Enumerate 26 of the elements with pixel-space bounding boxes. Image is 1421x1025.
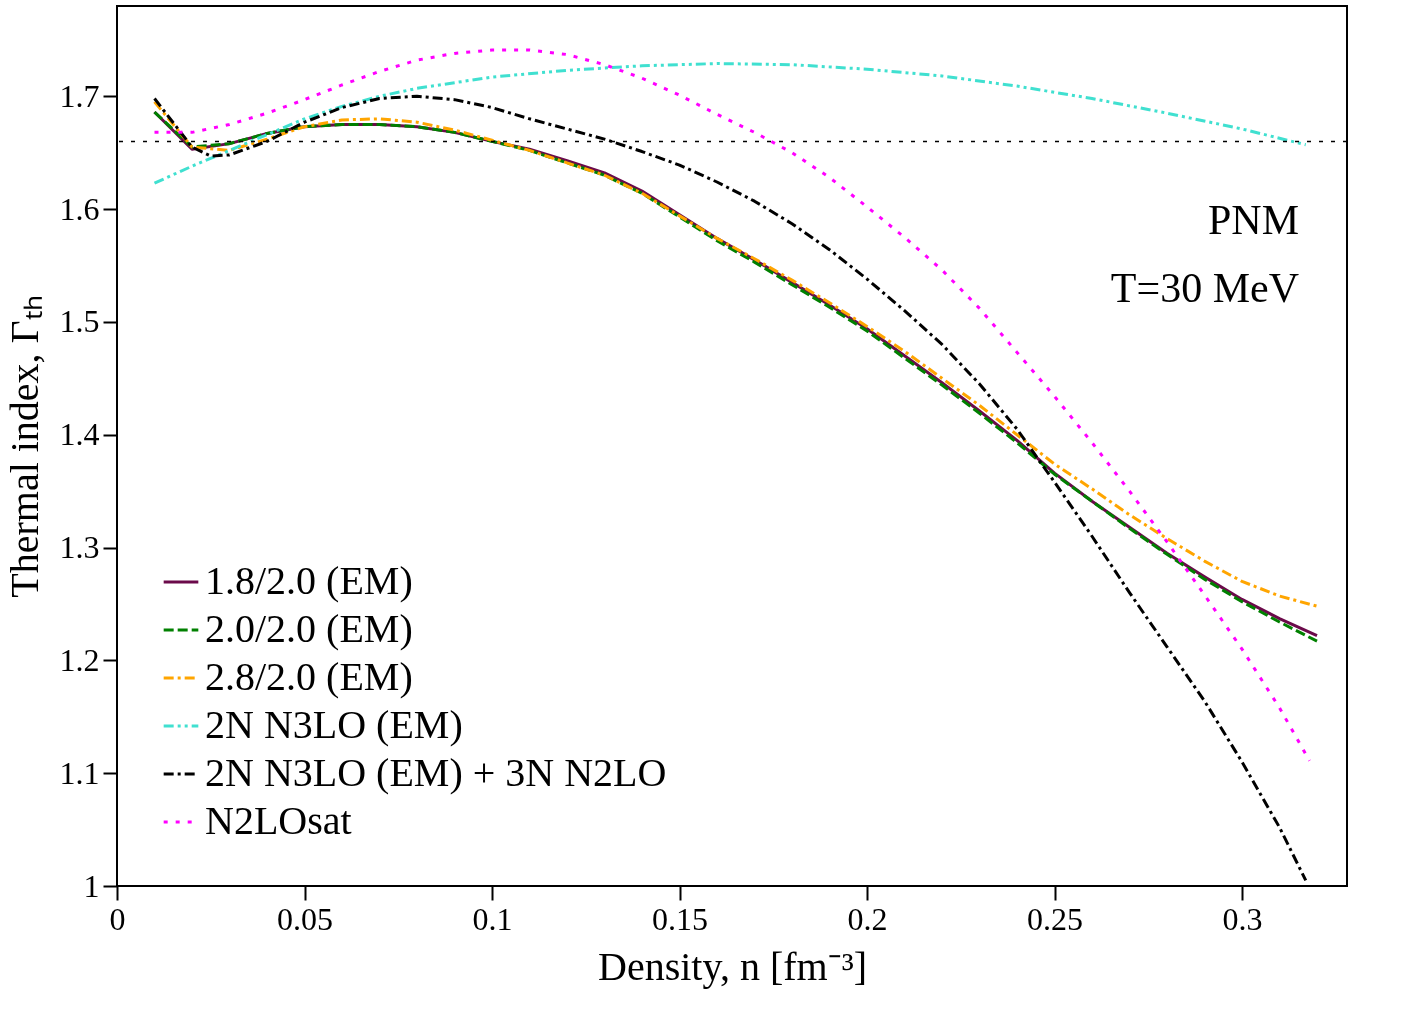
legend-label: 2N N3LO (EM) + 3N N2LO: [205, 750, 667, 795]
y-tick-label: 1.3: [59, 529, 100, 566]
x-tick-label: 0.25: [1027, 900, 1083, 937]
y-tick-label: 1: [83, 867, 100, 904]
y-tick-label: 1.7: [59, 77, 100, 114]
x-tick-label: 0: [109, 900, 126, 937]
x-tick-label: 0.05: [277, 900, 333, 937]
x-axis-title: Density, n [fm⁻³]: [598, 943, 867, 989]
annotation: T=30 MeV: [1110, 265, 1299, 311]
y-tick-label: 1.2: [59, 641, 100, 678]
annotation: PNM: [1207, 197, 1299, 243]
legend-label: 1.8/2.0 (EM): [205, 558, 413, 603]
y-tick-label: 1.5: [59, 303, 100, 340]
x-tick-label: 0.15: [652, 900, 708, 937]
y-axis-title: Thermal index, Γₜₕ: [1, 295, 47, 598]
line-series: [153, 62, 1308, 185]
y-tick-label: 1.6: [59, 190, 100, 227]
x-tick-label: 0.1: [472, 900, 513, 937]
legend-label: 2.8/2.0 (EM): [205, 654, 413, 699]
legend-label: 2.0/2.0 (EM): [205, 606, 413, 651]
legend-label: N2LOsat: [205, 798, 352, 843]
x-tick-label: 0.2: [847, 900, 888, 937]
legend-label: 2N N3LO (EM): [205, 702, 463, 747]
y-tick-label: 1.1: [59, 754, 100, 791]
x-tick-label: 0.3: [1222, 900, 1263, 937]
y-tick-label: 1.4: [59, 416, 100, 453]
